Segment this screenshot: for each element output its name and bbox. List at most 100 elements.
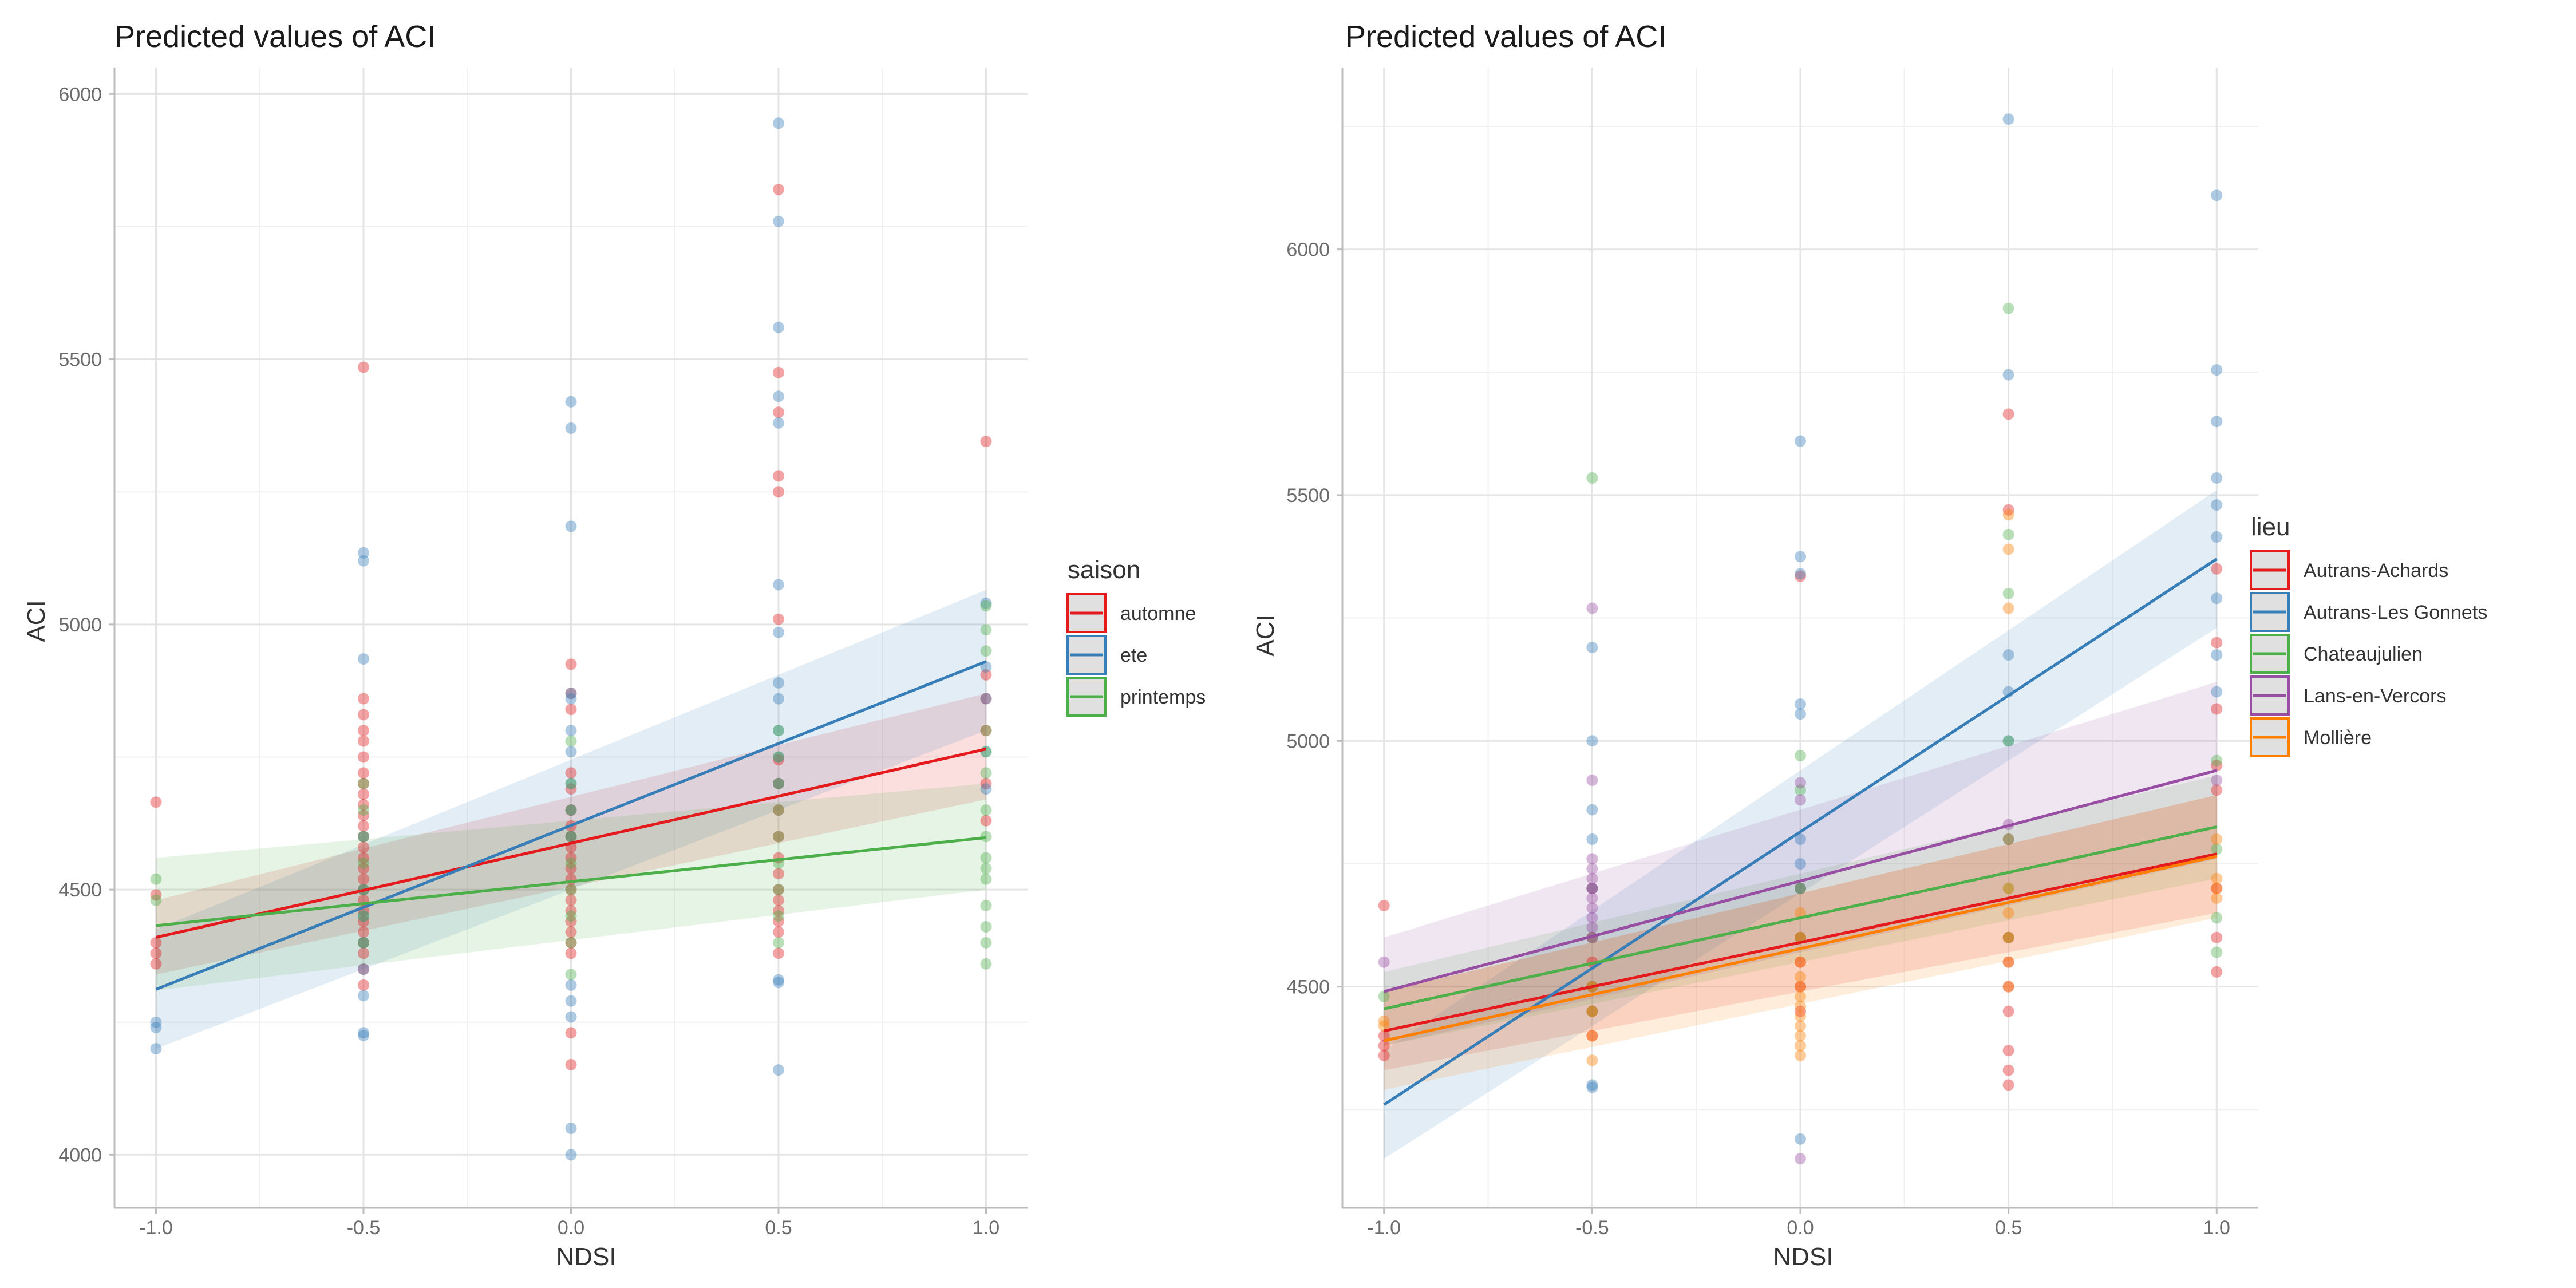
data-point [1378, 1015, 1390, 1027]
data-point [358, 725, 369, 737]
x-tick-label: 1.0 [2203, 1217, 2230, 1239]
data-point [358, 831, 369, 843]
data-point [2211, 931, 2223, 943]
data-point [1795, 1000, 1806, 1012]
legend-key: Autrans-Achards [2250, 550, 2448, 590]
data-point [2002, 504, 2014, 516]
data-point [773, 884, 784, 896]
data-point [565, 520, 577, 532]
data-point [1586, 863, 1598, 875]
data-point [565, 688, 577, 700]
data-point [1795, 882, 1806, 894]
data-point [150, 796, 162, 808]
data-point [1378, 1049, 1390, 1061]
y-tick-label: 5000 [58, 614, 102, 636]
data-point [773, 1064, 784, 1076]
data-point [1586, 735, 1598, 747]
data-point [773, 751, 784, 763]
data-point [358, 767, 369, 779]
data-point [358, 809, 369, 821]
data-point [1795, 794, 1806, 806]
data-point [358, 777, 369, 789]
data-point [565, 422, 577, 434]
data-point [773, 117, 784, 129]
data-point [2002, 981, 2014, 993]
data-point [1795, 568, 1806, 580]
data-point [980, 746, 992, 758]
data-point [2211, 784, 2223, 796]
data-point [1795, 784, 1806, 796]
data-point [980, 624, 992, 636]
legend-keys: Autrans-Achards Autrans-Les Gonnets Chatea… [2250, 550, 2487, 757]
data-point [565, 905, 577, 917]
data-point [565, 937, 577, 949]
data-point [980, 725, 992, 737]
data-point [2211, 966, 2223, 978]
data-point [565, 1058, 577, 1070]
data-point [358, 963, 369, 975]
data-point [150, 1043, 162, 1055]
data-point [773, 910, 784, 922]
data-point [980, 693, 992, 705]
data-point [2002, 1079, 2014, 1091]
data-point [358, 857, 369, 869]
legend-key: Lans-en-Vercors [2250, 675, 2446, 716]
legend-label: Autrans-Achards [2304, 560, 2448, 582]
data-point [773, 831, 784, 843]
data-point [150, 947, 162, 959]
data-point [1586, 872, 1598, 884]
regression-line-0 [155, 748, 987, 939]
data-point [1795, 882, 1806, 894]
data-point [1586, 882, 1598, 894]
data-point [2211, 637, 2223, 649]
data-point [1586, 642, 1598, 654]
data-point [980, 767, 992, 779]
data-point [565, 693, 577, 705]
data-point [1586, 472, 1598, 484]
data-point [358, 910, 369, 922]
data-point [1795, 1133, 1806, 1145]
data-point [773, 725, 784, 737]
data-point [358, 947, 369, 959]
data-point [1586, 1005, 1598, 1017]
data-point [565, 783, 577, 795]
data-point [358, 990, 369, 1002]
data-point [1795, 435, 1806, 447]
data-point [773, 366, 784, 378]
data-point [1378, 990, 1390, 1002]
data-point [980, 597, 992, 609]
chart-panel-lieu: Predicted values of ACI 4500 5000 5500 6000… [1251, 19, 2487, 1271]
data-point [1795, 833, 1806, 846]
data-point [1586, 1030, 1598, 1042]
data-point [773, 937, 784, 949]
data-point [2002, 302, 2014, 314]
data-point [773, 754, 784, 766]
regression-line-3 [1384, 769, 2217, 993]
legend-label: Chateaujulien [2304, 643, 2423, 665]
data-point [2002, 833, 2014, 846]
data-point [773, 677, 784, 689]
data-point [773, 947, 784, 959]
data-point [2002, 1005, 2014, 1017]
data-point [358, 1029, 369, 1041]
data-point [565, 894, 577, 906]
data-point [2002, 587, 2014, 599]
legend-key: Autrans-Les Gonnets [2250, 592, 2487, 632]
data-point [565, 884, 577, 896]
data-point [565, 1027, 577, 1039]
data-point [565, 979, 577, 991]
data-point [358, 963, 369, 975]
plot-grid [1342, 68, 2258, 1208]
data-point [2211, 649, 2223, 661]
y-tick-label: 4500 [1286, 977, 1330, 998]
data-point [773, 417, 784, 429]
data-point [1586, 775, 1598, 786]
data-point [980, 899, 992, 911]
x-axis-title: NDSI [1773, 1243, 1833, 1271]
regression-line-2 [1384, 825, 2217, 1010]
data-point [980, 693, 992, 705]
data-point [565, 777, 577, 789]
x-tick-label: -0.5 [347, 1217, 381, 1239]
